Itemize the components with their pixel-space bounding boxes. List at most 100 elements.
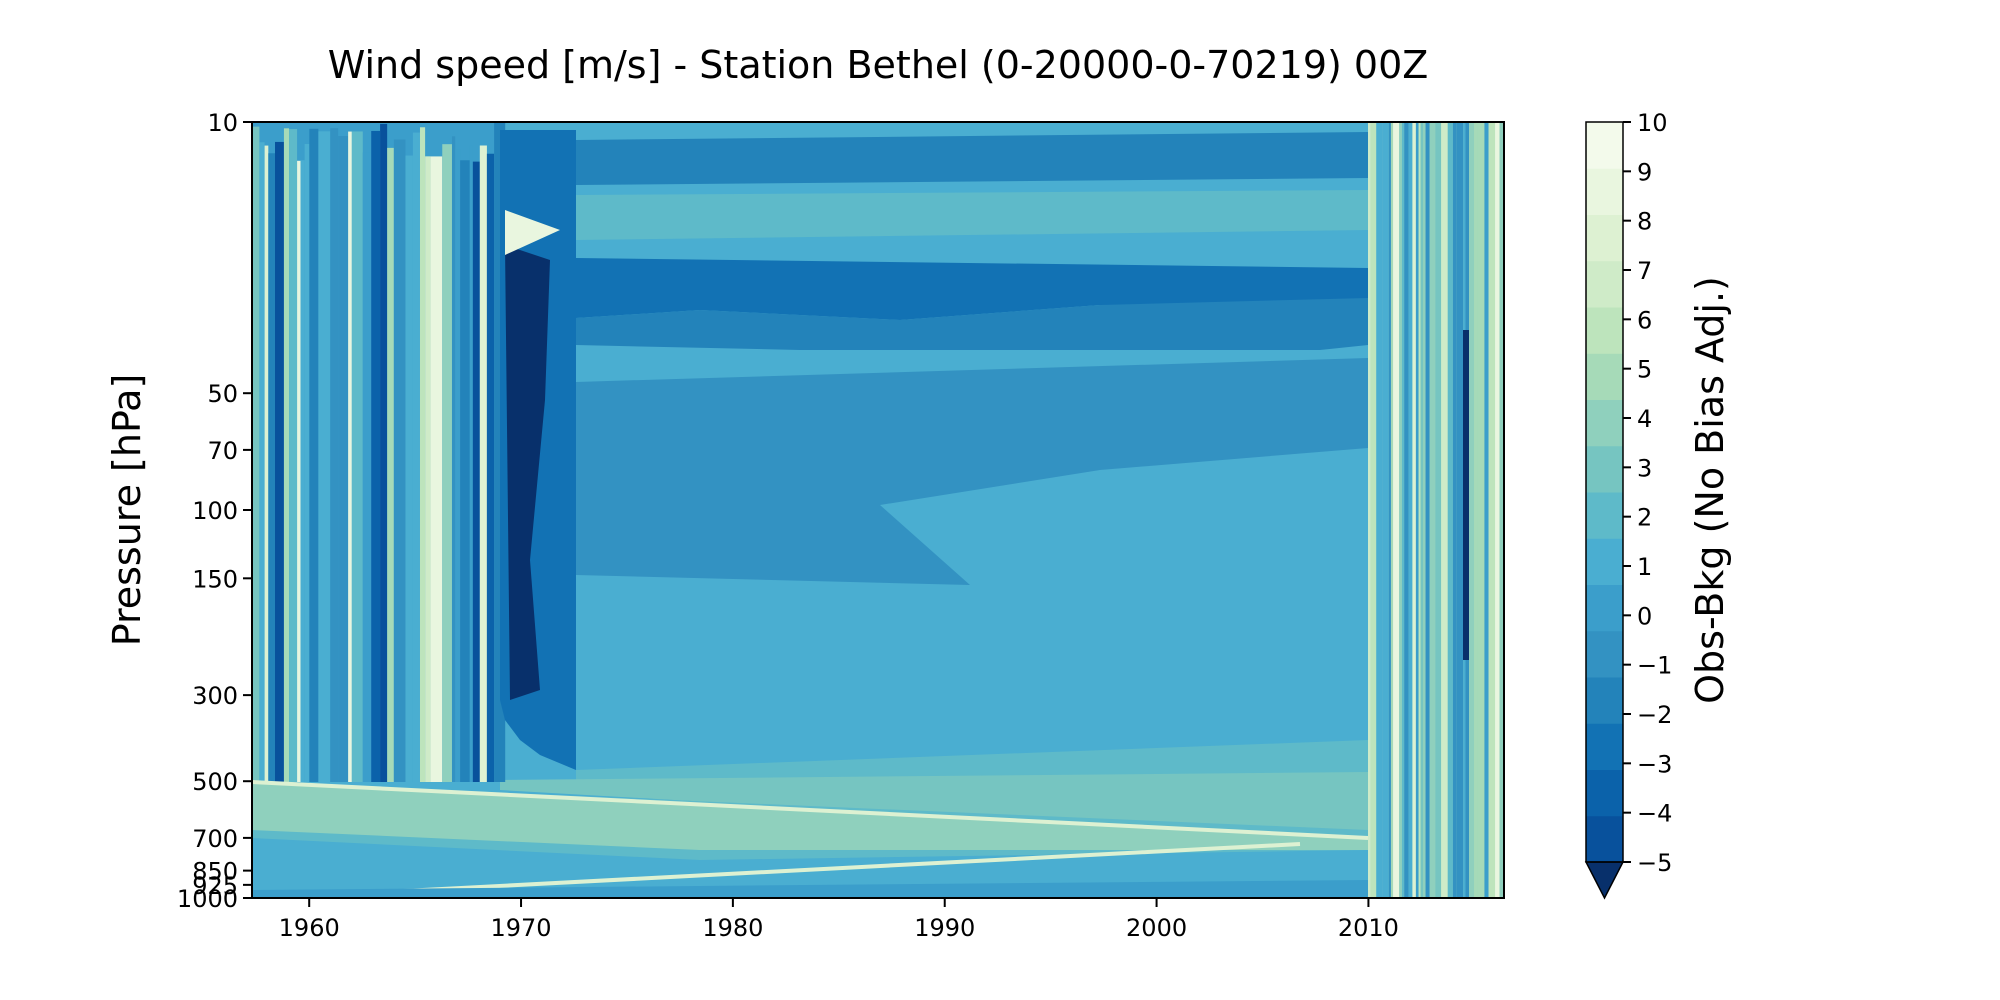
early-stripe <box>362 152 372 783</box>
colorbar-tick-label: −2 <box>1637 701 1672 729</box>
late-stripe <box>1415 122 1419 898</box>
colorbar-segment <box>1586 769 1623 817</box>
y-tick-label: 1000 <box>177 885 238 913</box>
early-stripe <box>275 141 284 783</box>
y-axis-label: Pressure [hPa] <box>105 374 149 647</box>
colorbar-tick-label: 4 <box>1637 405 1652 433</box>
colorbar-segment <box>1586 630 1623 678</box>
colorbar-tick-label: 8 <box>1637 208 1652 236</box>
late-stripe <box>1425 122 1430 898</box>
colorbar-segment <box>1586 168 1623 215</box>
early-stripe <box>472 161 480 782</box>
y-tick-label: 10 <box>207 109 238 137</box>
late-stripe <box>1474 122 1478 898</box>
colorbar-tick-label: 10 <box>1637 109 1668 137</box>
early-stripe <box>264 145 269 783</box>
y-tick-label: 150 <box>192 565 238 593</box>
colorbar-tick-label: 3 <box>1637 454 1652 482</box>
early-stripe <box>371 130 381 783</box>
late-stripe <box>1423 122 1426 898</box>
late-stripe <box>1368 122 1371 898</box>
y-tick-label: 925 <box>192 872 238 900</box>
colorbar-segment <box>1586 353 1623 400</box>
x-tick-label: 1980 <box>702 914 763 942</box>
early-stripe <box>451 136 456 782</box>
early-stripe <box>252 126 260 782</box>
bottom-strip-dark <box>252 880 1368 898</box>
colorbar-tick-label: 6 <box>1637 306 1652 334</box>
chart-title: Wind speed [m/s] - Station Bethel (0-200… <box>328 43 1429 87</box>
early-stripe <box>304 144 310 782</box>
early-stripe <box>289 129 298 783</box>
y-tick-label: 50 <box>207 380 238 408</box>
early-stripe <box>348 131 352 782</box>
colorbar-tick-label: −3 <box>1637 750 1672 778</box>
early-stripe <box>412 132 420 783</box>
early-stripe <box>351 131 363 782</box>
y-tick-label: 700 <box>192 825 238 853</box>
late-stripe <box>1382 122 1389 898</box>
early-stripe <box>479 145 487 783</box>
colorbar-tick-label: 9 <box>1637 158 1652 186</box>
colorbar-segment <box>1586 723 1623 770</box>
colorbar-tick-label: −5 <box>1637 849 1672 877</box>
late-stripe <box>1477 122 1485 898</box>
early-stripe <box>455 149 461 783</box>
early-stripe <box>486 153 495 782</box>
early-stripe <box>330 128 339 783</box>
early-stripe <box>494 122 506 782</box>
colorbar-tick-label: 2 <box>1637 504 1652 532</box>
y-tick-label: 300 <box>192 682 238 710</box>
early-stripe <box>387 147 394 783</box>
x-tick-label: 2010 <box>1338 914 1399 942</box>
early-stripe <box>460 160 470 782</box>
colorbar-segment <box>1586 538 1623 585</box>
late-stripe <box>1399 122 1402 898</box>
colorbar-segment <box>1586 815 1623 863</box>
colorbar-frame <box>1585 121 1624 863</box>
late-stripe <box>1484 122 1489 898</box>
early-stripe <box>259 142 265 782</box>
late-stripe <box>1499 122 1504 898</box>
early-stripe <box>469 145 473 782</box>
late-stripe <box>1469 122 1475 898</box>
early-stripe <box>300 160 305 783</box>
band-upper-light <box>576 190 1368 240</box>
colorbar-extend-triangle <box>1584 861 1625 900</box>
y-tick-label: 70 <box>207 437 238 465</box>
x-tick-label: 1960 <box>279 914 340 942</box>
early-stripe <box>393 139 406 782</box>
late-stripe <box>1435 122 1442 898</box>
x-tick-label: 1970 <box>491 914 552 942</box>
colorbar-segment <box>1586 122 1623 169</box>
early-stripe <box>283 128 290 783</box>
late-stripe <box>1412 122 1416 898</box>
late-stripe <box>1388 122 1391 898</box>
y-tick-label: 100 <box>192 497 238 525</box>
y-tick-label: 850 <box>192 858 238 886</box>
band-mid-dark <box>576 358 1368 585</box>
early-stripe <box>430 156 443 783</box>
late-stripe <box>1408 122 1413 898</box>
early-stripe <box>297 160 301 783</box>
plot-area <box>252 122 1504 898</box>
colorbar-tick-label: 1 <box>1637 553 1652 581</box>
late-stripe <box>1404 122 1409 898</box>
early-stripe <box>425 156 431 782</box>
late-stripe <box>1393 122 1400 898</box>
bottom-diagonal-1 <box>252 780 1369 840</box>
colorbar-segment <box>1586 584 1623 632</box>
bottom-wedge-green <box>252 782 1368 850</box>
x-tick-label: 1990 <box>914 914 975 942</box>
colorbar-segment <box>1586 445 1623 493</box>
band-top-dark <box>576 132 1368 185</box>
late-stripe <box>1390 122 1394 898</box>
colorbar-segment <box>1586 492 1623 539</box>
colorbar-segment <box>1586 260 1623 308</box>
dark-column-core <box>505 245 550 700</box>
early-stripe <box>309 128 319 783</box>
early-stripe <box>318 131 331 783</box>
